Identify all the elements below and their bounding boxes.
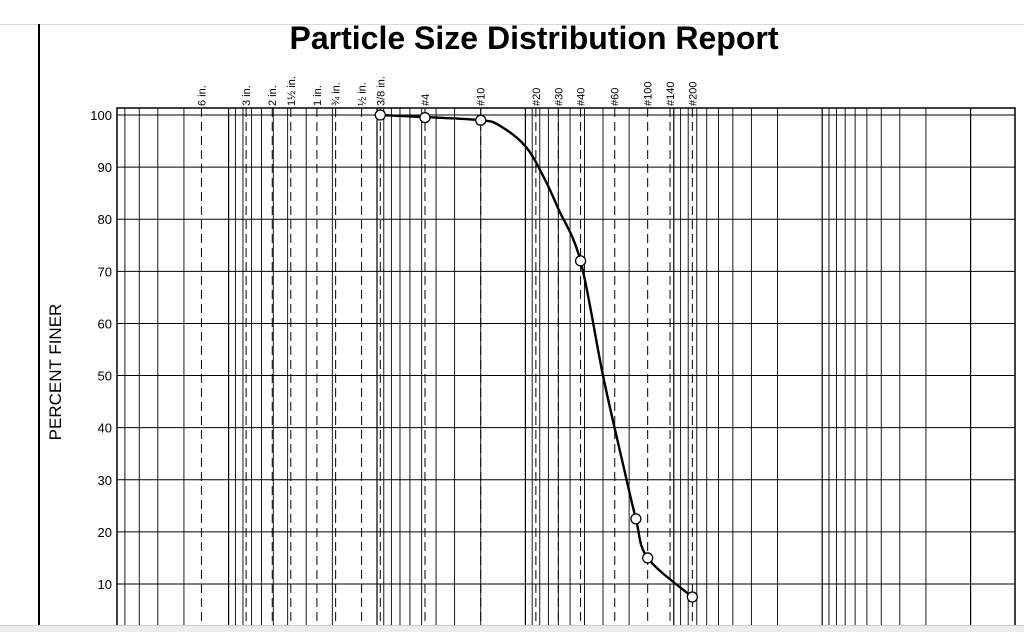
y-tick-label: 40: [98, 421, 112, 436]
sieve-label: #4: [420, 94, 432, 106]
sieve-label: ½ in.: [357, 82, 369, 106]
chart-title: Particle Size Distribution Report: [290, 20, 779, 56]
y-tick-label: 80: [98, 212, 112, 227]
y-tick-label: 50: [98, 369, 112, 384]
gradation-series: [374, 109, 698, 603]
y-axis-label: PERCENT FINER: [46, 304, 65, 441]
data-point: [630, 513, 642, 525]
y-tick-label: 70: [98, 264, 112, 279]
y-tick-label: 60: [98, 316, 112, 331]
sieve-labels: 6 in. 3 in. 2 in. 1½ in. 1 in. ¾ in. ½ in. 3/8 …: [196, 76, 699, 106]
log-grid-lines: [124, 108, 972, 628]
sieve-label: #30: [553, 88, 565, 106]
sieve-label: 3 in.: [241, 85, 253, 106]
data-point: [374, 109, 386, 121]
sieve-label: 3/8 in.: [375, 76, 387, 106]
data-point: [574, 255, 587, 267]
data-point: [642, 552, 654, 564]
y-tick-label: 10: [98, 577, 112, 592]
horizontal-grid-lines: [117, 114, 1015, 585]
y-tick-label: 100: [90, 108, 112, 123]
plot-frame: [116, 107, 1016, 631]
sieve-label: 2 in.: [267, 85, 279, 106]
sieve-label: ¾ in.: [331, 82, 343, 106]
data-point: [686, 591, 698, 603]
left-frame-border: [38, 24, 40, 631]
window-bottom-scroll-area: [0, 625, 1024, 632]
gradation-curve: [380, 113, 694, 598]
sieve-reference-lines: [200, 108, 693, 628]
sieve-label: #20: [531, 88, 543, 106]
sieve-label: #10: [476, 88, 488, 106]
sieve-label: #60: [610, 88, 622, 106]
sieve-label: #200: [687, 82, 699, 106]
sieve-label: #40: [576, 88, 588, 106]
sieve-label: #140: [665, 82, 677, 106]
y-tick-label: 30: [98, 473, 112, 488]
sieve-label: 1 in.: [312, 85, 324, 106]
sieve-label: 1½ in.: [286, 76, 298, 106]
data-point: [475, 114, 487, 126]
data-point: [419, 111, 431, 124]
sieve-label: 6 in.: [196, 85, 208, 106]
sieve-label: #100: [643, 82, 655, 106]
y-tick-labels: 10 20 30 40 50 60 70 80 90 100: [90, 108, 112, 592]
y-tick-label: 90: [98, 160, 112, 175]
y-tick-label: 20: [98, 525, 112, 540]
window-top-divider: [0, 24, 1024, 25]
